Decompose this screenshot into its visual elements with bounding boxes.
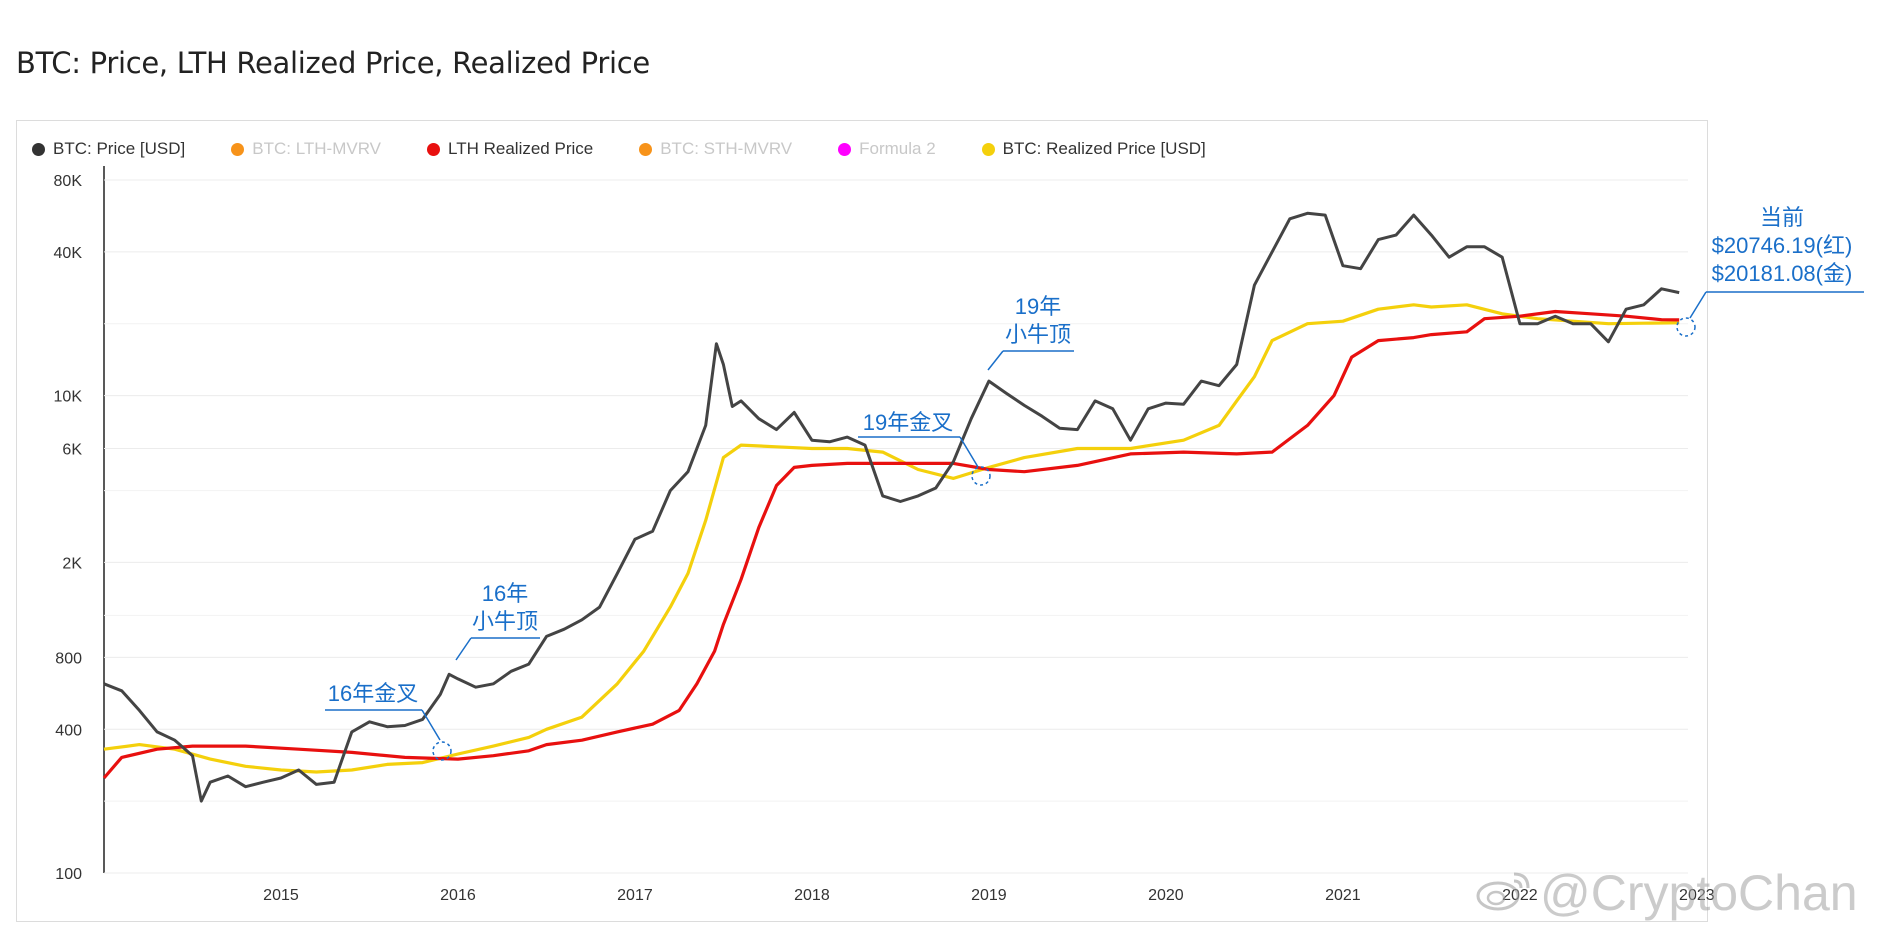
legend-item-sth-mvrv[interactable]: BTC: STH-MVRV — [639, 139, 792, 159]
legend-dot-icon — [32, 142, 45, 156]
annotation-marker — [971, 466, 991, 486]
x-tick-label: 2015 — [263, 887, 299, 904]
x-tick-label: 2019 — [971, 887, 1007, 904]
series-line-realized — [103, 303, 1680, 774]
legend-item-lth-realized[interactable]: LTH Realized Price — [427, 139, 593, 159]
y-tick-label: 10K — [54, 389, 83, 406]
legend-label: LTH Realized Price — [448, 139, 594, 158]
legend-dot-icon — [231, 142, 245, 156]
series-line-price — [103, 211, 1680, 803]
annotation-arrow — [1689, 291, 1707, 319]
annotation-arrow — [455, 637, 472, 661]
x-tick-label: 2020 — [1148, 887, 1184, 904]
annotation-label: 19年 — [1015, 294, 1061, 319]
y-tick-label: 400 — [55, 722, 82, 739]
series-line-lth-realized — [102, 309, 1680, 780]
y-axis-labels: 100 400 800 2K 6K 10K 40K 80K — [54, 173, 83, 883]
chart-panel — [16, 120, 1708, 922]
legend-label: BTC: Realized Price [USD] — [1002, 139, 1206, 158]
annotation-marker — [1676, 317, 1696, 337]
x-axis-labels: 2015 2016 2017 2018 2019 2020 2021 2022 2023 — [263, 887, 1715, 904]
annotation-label: 16年金叉 — [328, 681, 418, 706]
legend-item-realized-price[interactable]: BTC: Realized Price [USD] — [981, 139, 1206, 159]
legend-label: Formula 2 — [859, 139, 936, 158]
annotation-label: 小牛顶 — [1005, 322, 1071, 347]
series-lines — [102, 211, 1680, 803]
annotation-label: 19年金叉 — [863, 410, 953, 435]
y-tick-label: 6K — [62, 442, 82, 459]
page-title: BTC: Price, LTH Realized Price, Realized… — [16, 46, 650, 80]
x-tick-label: 2017 — [617, 887, 653, 904]
annotation-arrow — [421, 709, 441, 741]
annotation-arrow — [987, 350, 1004, 371]
y-tick-label: 100 — [55, 866, 82, 883]
legend-item-price[interactable]: BTC: Price [USD] — [32, 139, 185, 159]
annotation-label: 当前 — [1760, 205, 1804, 230]
annotation-label: $20181.08(金) — [1712, 261, 1853, 286]
y-tick-label: 40K — [54, 245, 83, 262]
y-tick-label: 2K — [62, 555, 82, 572]
annotation-label: 小牛顶 — [472, 609, 538, 634]
grid — [103, 166, 1688, 874]
x-tick-label: 2023 — [1679, 887, 1715, 904]
annotation-label: 16年 — [482, 581, 528, 606]
x-tick-label: 2022 — [1502, 887, 1538, 904]
legend-label: BTC: LTH-MVRV — [252, 139, 382, 158]
x-tick-label: 2021 — [1325, 887, 1361, 904]
annotation-arrow — [959, 436, 979, 468]
legend-label: BTC: Price [USD] — [53, 139, 186, 158]
annotation-label: $20746.19(红) — [1712, 233, 1853, 258]
legend-dot-icon — [639, 142, 653, 156]
legend-item-lth-mvrv[interactable]: BTC: LTH-MVRV — [231, 139, 381, 159]
annotation-marker — [432, 741, 452, 761]
legend-label: BTC: STH-MVRV — [660, 139, 793, 158]
legend-dot-icon — [981, 142, 995, 156]
y-tick-label: 800 — [55, 650, 82, 667]
legend-dot-icon — [427, 142, 441, 156]
weibo-icon — [1476, 872, 1530, 911]
annotations: 16年金叉16年小牛顶19年金叉19年小牛顶当前$20746.19(红)$201… — [325, 205, 1864, 761]
x-tick-label: 2016 — [440, 887, 476, 904]
y-tick-label: 80K — [54, 173, 83, 190]
x-tick-label: 2018 — [794, 887, 830, 904]
legend-item-formula-2[interactable]: Formula 2 — [838, 139, 936, 159]
legend-dot-icon — [838, 142, 852, 156]
legend: BTC: Price [USD] BTC: LTH-MVRV LTH Reali… — [32, 139, 1252, 159]
watermark: @CryptoChan — [1540, 865, 1858, 921]
